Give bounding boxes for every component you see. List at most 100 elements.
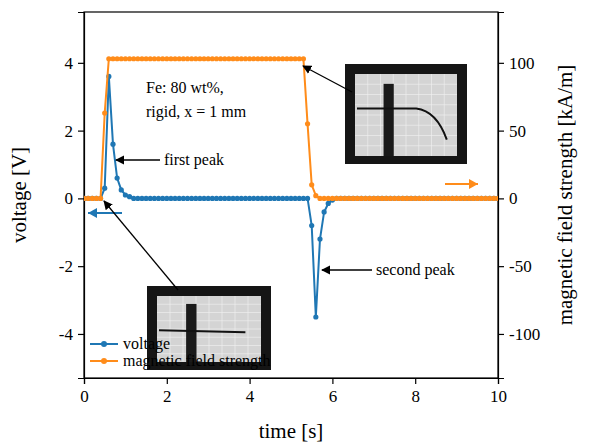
tick-mark: [78, 131, 84, 132]
series-line: [84, 76, 498, 317]
x-axis-title: time [s]: [259, 419, 324, 443]
data-point: [305, 196, 310, 201]
tick-label: 2: [65, 122, 74, 141]
y2-axis-title: magnetic field strength [kA/m]: [553, 65, 577, 326]
annotation-arrow: [104, 201, 178, 290]
tick-mark: [498, 63, 504, 64]
tick-label: 8: [411, 387, 420, 406]
tick-label: 10: [490, 387, 507, 406]
tick: 0: [80, 378, 89, 406]
tick: -50: [498, 257, 532, 276]
tick: 100: [498, 54, 535, 73]
inset-grid: [355, 125, 457, 126]
annotation-arrow: [116, 159, 160, 160]
data-point: [495, 196, 498, 201]
data-point: [326, 201, 331, 206]
tick-mark: [498, 266, 504, 267]
tick: -4: [59, 325, 84, 344]
tick-label: 4: [246, 387, 255, 406]
tick-label: -100: [509, 325, 540, 344]
inset-grid: [418, 74, 419, 156]
tick-mark: [78, 63, 84, 64]
legend-item: voltage: [90, 335, 170, 353]
data-point: [322, 209, 327, 214]
tick-label: 100: [509, 54, 535, 73]
legend-label: voltage: [123, 335, 170, 353]
tick-label: 0: [80, 387, 89, 406]
annotation: first peak: [164, 151, 224, 169]
tick: 4: [246, 378, 255, 406]
legend-marker: [101, 341, 107, 347]
inset-grid: [355, 145, 457, 146]
inset-grid: [444, 74, 445, 156]
y-axis: -4 -2 0 2 4: [59, 13, 85, 379]
inset-grid: [157, 345, 261, 346]
data-point: [115, 175, 120, 180]
inset-grid: [355, 115, 457, 116]
data-point: [305, 121, 310, 126]
tick: 4: [65, 54, 85, 73]
series-line: [84, 59, 498, 199]
axis-line: [85, 379, 499, 385]
inset-grid: [355, 135, 457, 136]
data-point: [98, 196, 103, 201]
data-point: [313, 314, 318, 319]
plot-area: [84, 56, 498, 319]
data-point: [309, 182, 314, 187]
inset-sample: [159, 330, 245, 332]
tick-mark: [498, 334, 504, 335]
tick-label: 0: [509, 189, 518, 208]
y-axis-title: voltage [V]: [7, 147, 31, 243]
inset-sample: [357, 108, 447, 139]
tick: 0: [65, 189, 85, 208]
tick: 50: [498, 122, 526, 141]
tick: 2: [65, 122, 85, 141]
tick-mark: [332, 378, 333, 384]
tick-mark: [78, 198, 84, 199]
tick-mark: [167, 378, 168, 384]
tick: 8: [411, 378, 420, 406]
tick-mark: [78, 266, 84, 267]
tick: 2: [163, 378, 172, 406]
data-point: [102, 110, 107, 115]
x-axis: 0 2 4 6 8 10: [80, 378, 507, 406]
tick: 10: [490, 378, 507, 406]
tick-label: 2: [163, 387, 172, 406]
tick-mark: [415, 378, 416, 384]
annotation: rigid, x = 1 mm: [146, 103, 247, 121]
legend: voltagemagnetic field strength: [90, 335, 271, 370]
legend-item: magnetic field strength: [90, 352, 271, 370]
tick: -100: [498, 325, 540, 344]
annotation-arrow: [322, 269, 372, 270]
axis-line: [78, 13, 85, 379]
annotation: Fe: 80 wt%,: [146, 79, 224, 96]
y2-axis: -100 -50 0 50 100: [498, 13, 540, 379]
inset-magnet: [384, 84, 394, 156]
tick-label: -2: [59, 257, 73, 276]
inset-background: [355, 74, 457, 156]
tick-label: 50: [509, 122, 526, 141]
inset-photo: [345, 64, 467, 164]
data-point: [301, 56, 306, 61]
tick-label: -50: [509, 257, 532, 276]
legend-label: magnetic field strength: [123, 352, 271, 370]
chart: 0 2 4 6 8 10 -4 -2 0 2 4 -100 -50 0 50 100 time [s] volta…: [0, 0, 589, 448]
tick: 6: [329, 378, 338, 406]
axis-arrow-head: [88, 208, 97, 218]
annotation-arrow: [303, 66, 352, 92]
tick-label: 6: [329, 387, 338, 406]
tick-label: -4: [59, 325, 74, 344]
data-point: [495, 196, 498, 201]
plot-frame: [84, 12, 498, 378]
legend-marker: [101, 358, 107, 364]
inset-grid: [157, 329, 261, 330]
tick-mark: [78, 334, 84, 335]
tick-label: 0: [65, 189, 74, 208]
inset-frame: [345, 64, 467, 164]
data-point: [98, 196, 103, 201]
axis-arrow-head: [469, 179, 478, 189]
annotation: second peak: [376, 261, 455, 279]
tick-label: 4: [65, 54, 74, 73]
data-point: [119, 187, 124, 192]
data-point: [102, 186, 107, 191]
